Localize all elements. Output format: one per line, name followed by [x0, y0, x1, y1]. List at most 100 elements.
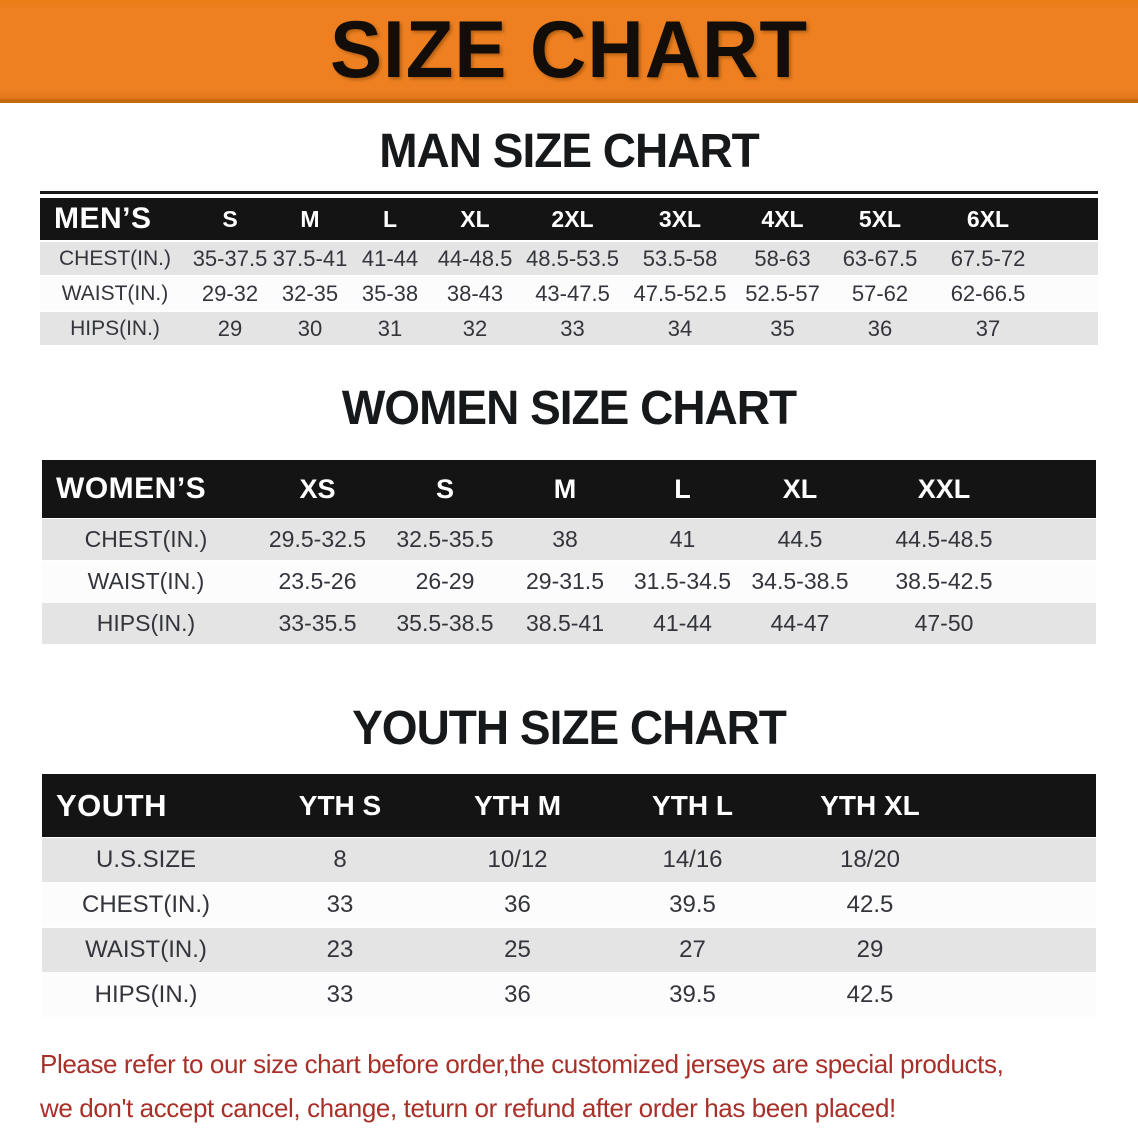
size-column-header: M — [270, 198, 350, 240]
size-column-header: XXL — [860, 460, 1096, 518]
size-value: 18/20 — [780, 838, 1096, 882]
measure-label: U.S.SIZE — [42, 838, 250, 882]
size-column-header: S — [190, 198, 270, 240]
size-value: 44-47 — [740, 603, 860, 644]
size-column-header: L — [625, 460, 740, 518]
size-value: 34 — [625, 312, 735, 345]
size-table-row: CHEST(IN.) 33 36 39.5 42.5 — [42, 883, 1096, 927]
measure-label: CHEST(IN.) — [40, 242, 190, 275]
size-value: 42.5 — [780, 883, 1096, 927]
man-size-section: MAN SIZE CHART MEN’S S M L XL 2XL 3XL 4XL 5XL 6XL… — [0, 122, 1138, 347]
women-size-table: WOMEN’S XS S M L XL XXL CHEST(IN.) 29.5-32.5 32.5… — [42, 459, 1096, 645]
size-value: 33 — [250, 973, 430, 1017]
size-value: 58-63 — [735, 242, 830, 275]
size-value: 14/16 — [605, 838, 780, 882]
size-value: 35-38 — [350, 277, 430, 310]
size-value: 62-66.5 — [930, 277, 1098, 310]
size-value: 52.5-57 — [735, 277, 830, 310]
size-value: 41 — [625, 519, 740, 560]
group-label: YOUTH — [42, 774, 250, 837]
measure-label: HIPS(IN.) — [42, 603, 250, 644]
size-value: 31 — [350, 312, 430, 345]
measure-label: WAIST(IN.) — [42, 928, 250, 972]
size-value: 41-44 — [350, 242, 430, 275]
size-value: 39.5 — [605, 883, 780, 927]
size-value: 32.5-35.5 — [385, 519, 505, 560]
youth-size-heading: YOUTH SIZE CHART — [352, 699, 787, 755]
banner-title: SIZE CHART — [330, 3, 808, 95]
size-value: 63-67.5 — [830, 242, 930, 275]
measure-label: CHEST(IN.) — [42, 883, 250, 927]
size-value: 23.5-26 — [250, 561, 385, 602]
size-column-header: YTH XL — [780, 774, 1096, 837]
size-value: 38 — [505, 519, 625, 560]
size-table-row: WAIST(IN.) 29-32 32-35 35-38 38-43 43-47.5 47.… — [40, 277, 1098, 310]
size-table-header-row: MEN’S S M L XL 2XL 3XL 4XL 5XL 6XL — [40, 198, 1098, 240]
youth-size-section: YOUTH SIZE CHART YOUTH YTH S YTH M YTH L YTH… — [0, 699, 1138, 1018]
size-column-header: S — [385, 460, 505, 518]
size-value: 44-48.5 — [430, 242, 520, 275]
size-value: 38.5-42.5 — [860, 561, 1096, 602]
size-chart-body: MAN SIZE CHART MEN’S S M L XL 2XL 3XL 4XL 5XL 6XL… — [0, 122, 1138, 1018]
women-size-heading: WOMEN SIZE CHART — [341, 379, 797, 435]
size-value: 37 — [930, 312, 1098, 345]
size-value: 25 — [430, 928, 605, 972]
size-value: 43-47.5 — [520, 277, 625, 310]
size-column-header: 4XL — [735, 198, 830, 240]
size-value: 29-31.5 — [505, 561, 625, 602]
measure-label: HIPS(IN.) — [40, 312, 190, 345]
size-value: 10/12 — [430, 838, 605, 882]
size-value: 35-37.5 — [190, 242, 270, 275]
size-table: WOMEN’S XS S M L XL XXL CHEST(IN.) 29.5-32.5 32.5… — [42, 459, 1096, 645]
size-column-header: 5XL — [830, 198, 930, 240]
size-value: 47-50 — [860, 603, 1096, 644]
size-column-header: YTH L — [605, 774, 780, 837]
size-value: 44.5-48.5 — [860, 519, 1096, 560]
size-value: 29.5-32.5 — [250, 519, 385, 560]
size-value: 26-29 — [385, 561, 505, 602]
size-value: 36 — [430, 883, 605, 927]
size-value: 38-43 — [430, 277, 520, 310]
measure-label: WAIST(IN.) — [42, 561, 250, 602]
size-chart-banner: SIZE CHART — [0, 0, 1138, 103]
size-value: 30 — [270, 312, 350, 345]
group-label: MEN’S — [40, 198, 190, 240]
size-column-header: 2XL — [520, 198, 625, 240]
measure-label: CHEST(IN.) — [42, 519, 250, 560]
size-value: 29 — [780, 928, 1096, 972]
size-value: 33 — [520, 312, 625, 345]
man-size-heading: MAN SIZE CHART — [379, 122, 760, 178]
size-table-row: CHEST(IN.) 35-37.5 37.5-41 41-44 44-48.5 48.5… — [40, 242, 1098, 275]
size-value: 39.5 — [605, 973, 780, 1017]
youth-size-table: YOUTH YTH S YTH M YTH L YTH XL U.S.SIZE 8 10/12… — [42, 773, 1096, 1018]
man-size-table: MEN’S S M L XL 2XL 3XL 4XL 5XL 6XL CHEST(IN.) 35-37… — [40, 191, 1098, 347]
size-table-row: WAIST(IN.) 23.5-26 26-29 29-31.5 31.5-34.5 34… — [42, 561, 1096, 602]
size-column-header: M — [505, 460, 625, 518]
size-value: 36 — [430, 973, 605, 1017]
size-value: 47.5-52.5 — [625, 277, 735, 310]
order-note-line2: we don't accept cancel, change, teturn o… — [40, 1093, 896, 1123]
size-table: YOUTH YTH S YTH M YTH L YTH XL U.S.SIZE 8 10/12… — [42, 773, 1096, 1018]
size-value: 67.5-72 — [930, 242, 1098, 275]
size-value: 36 — [830, 312, 930, 345]
size-value: 32 — [430, 312, 520, 345]
size-value: 42.5 — [780, 973, 1096, 1017]
size-table-header-row: WOMEN’S XS S M L XL XXL — [42, 460, 1096, 518]
size-table-row: WAIST(IN.) 23 25 27 29 — [42, 928, 1096, 972]
size-value: 27 — [605, 928, 780, 972]
size-value: 41-44 — [625, 603, 740, 644]
size-column-header: 3XL — [625, 198, 735, 240]
group-label: WOMEN’S — [42, 460, 250, 518]
size-value: 35.5-38.5 — [385, 603, 505, 644]
size-table-row: U.S.SIZE 8 10/12 14/16 18/20 — [42, 838, 1096, 882]
measure-label: WAIST(IN.) — [40, 277, 190, 310]
size-value: 53.5-58 — [625, 242, 735, 275]
size-column-header: XL — [430, 198, 520, 240]
size-value: 33-35.5 — [250, 603, 385, 644]
size-column-header: L — [350, 198, 430, 240]
size-value: 44.5 — [740, 519, 860, 560]
size-value: 35 — [735, 312, 830, 345]
size-table-row: CHEST(IN.) 29.5-32.5 32.5-35.5 38 41 44.5 44.5… — [42, 519, 1096, 560]
size-column-header: XS — [250, 460, 385, 518]
